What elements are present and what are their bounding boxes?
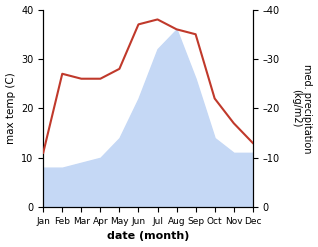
- Y-axis label: med. precipitation
(kg/m2): med. precipitation (kg/m2): [291, 64, 313, 153]
- X-axis label: date (month): date (month): [107, 231, 189, 242]
- Y-axis label: max temp (C): max temp (C): [5, 72, 16, 144]
